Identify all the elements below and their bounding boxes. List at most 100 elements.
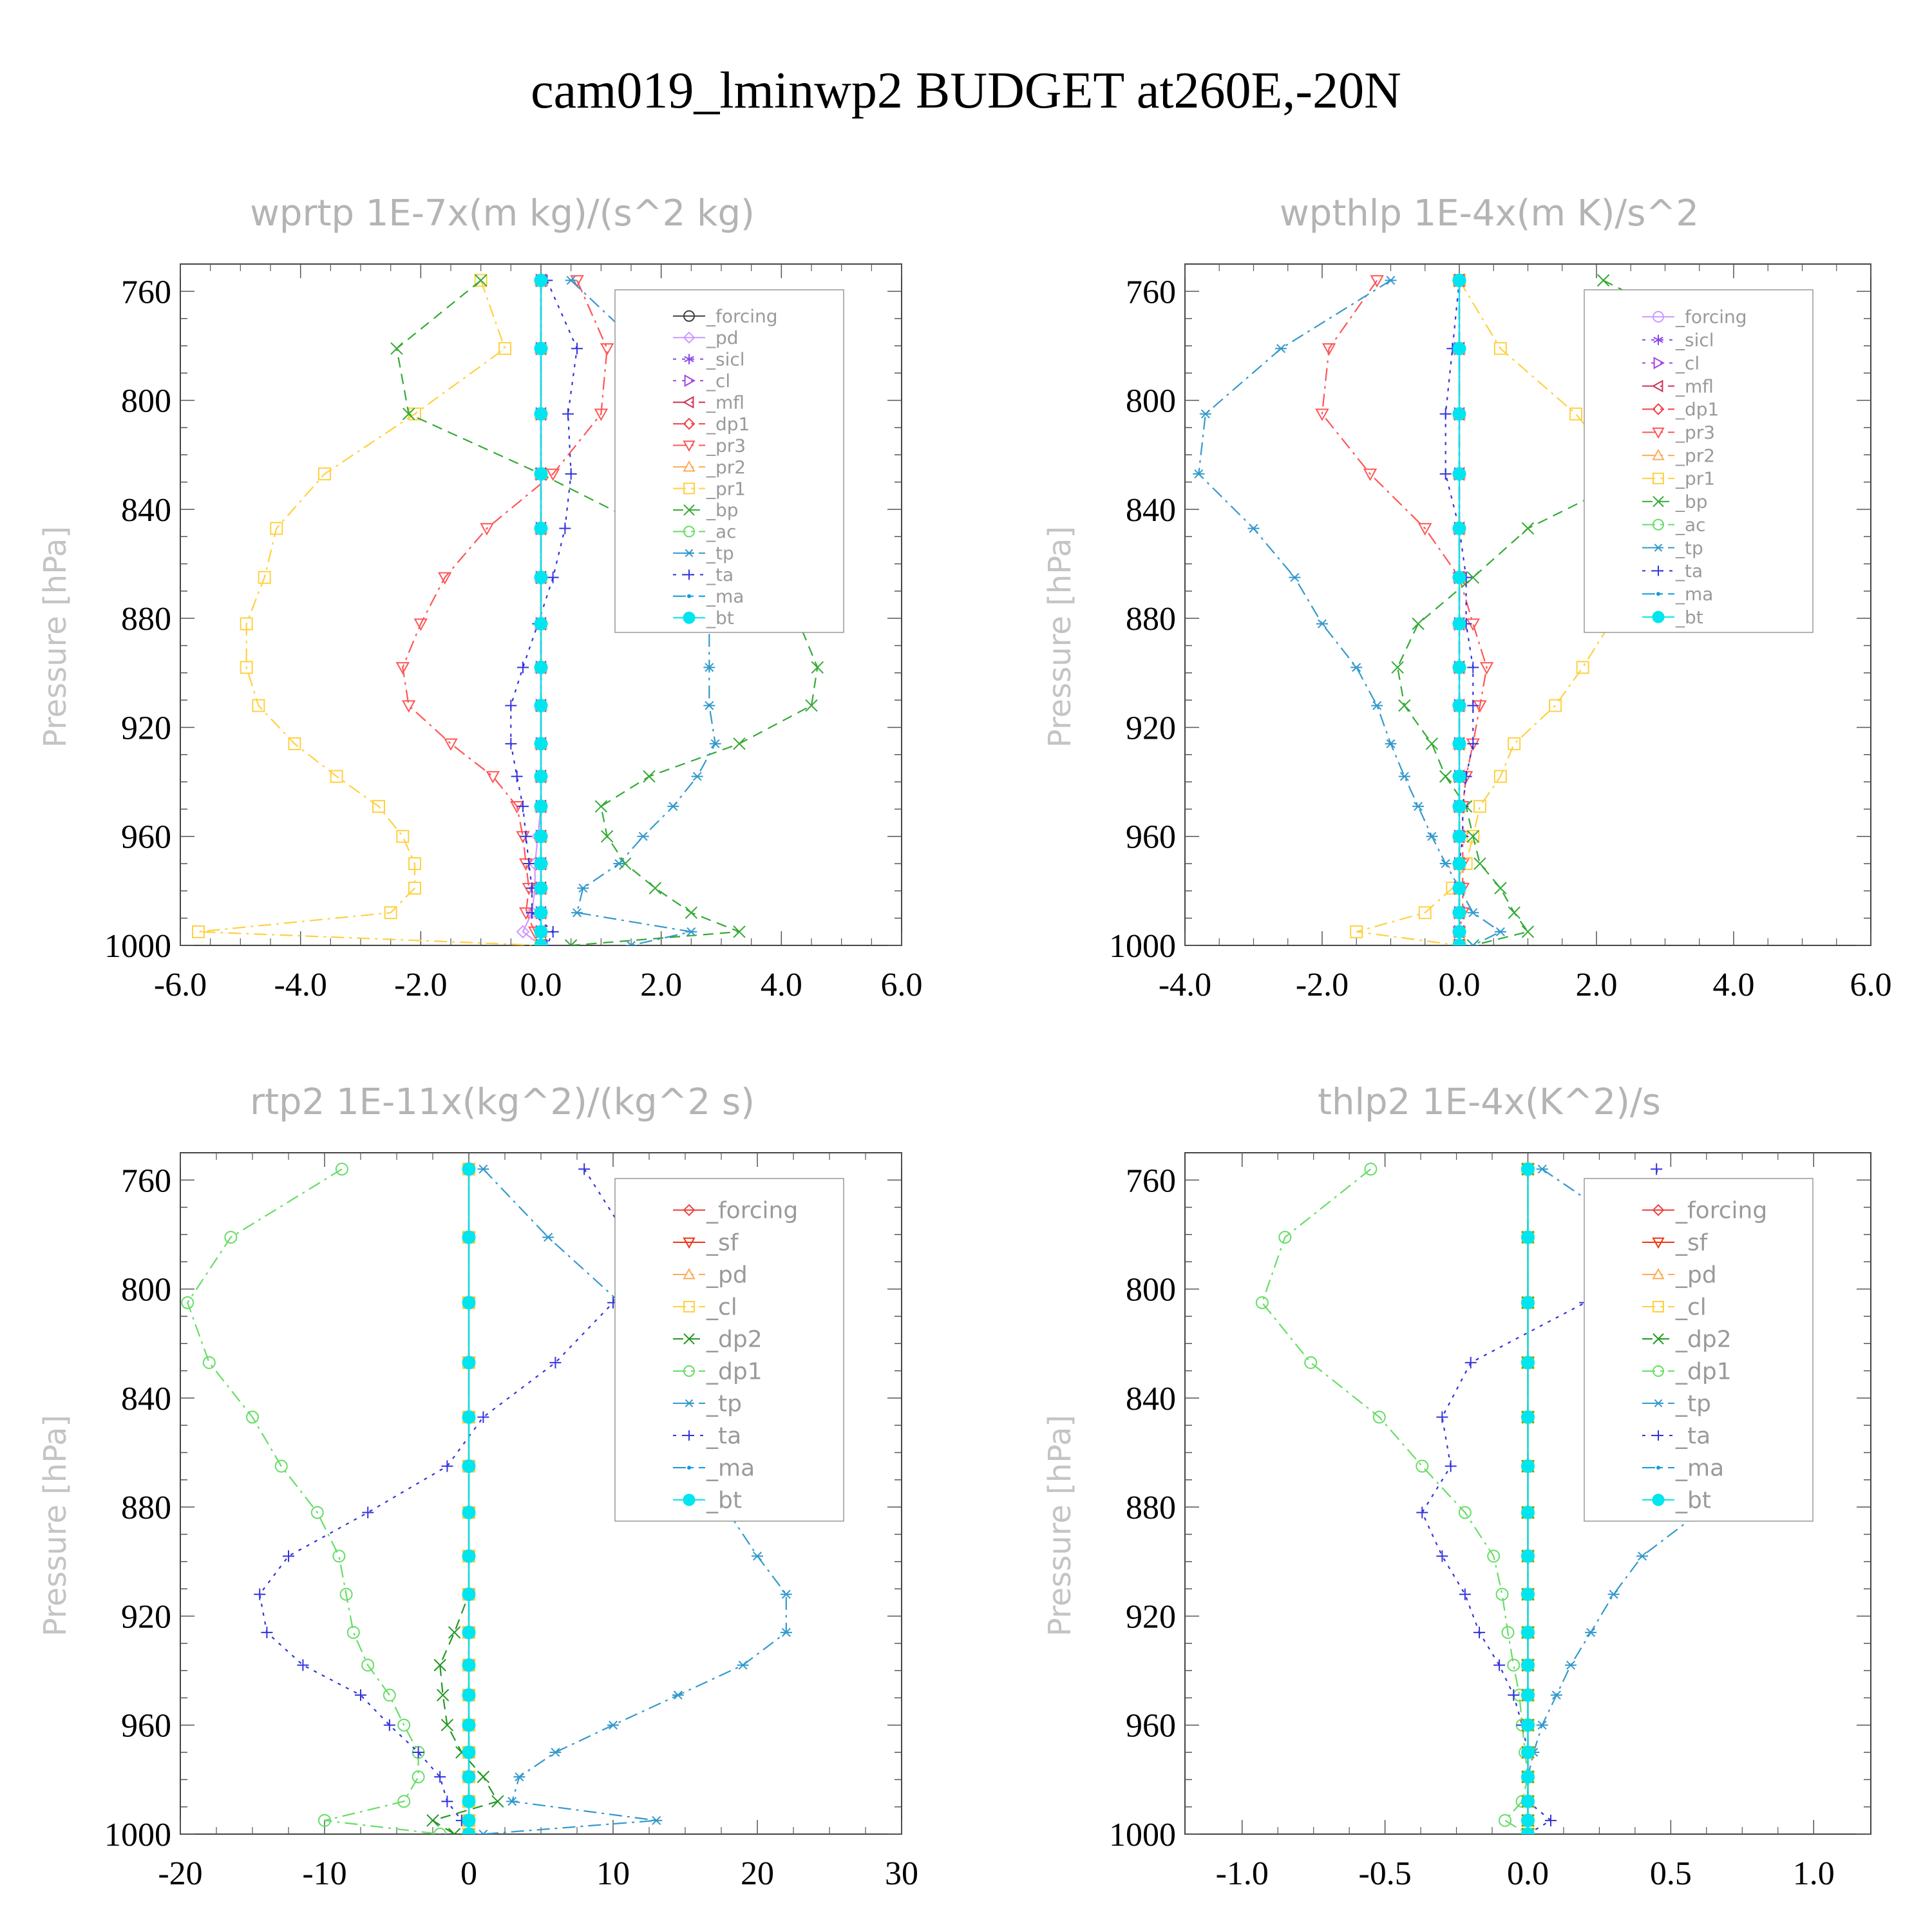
rtp2-point-ta [441, 1795, 453, 1808]
thlp2-x-tick-label: -1.0 [1216, 1855, 1269, 1892]
rtp2-point-ta [297, 1659, 309, 1671]
rtp2-point-dp1 [246, 1410, 259, 1424]
wprtp-point-pr3 [444, 738, 458, 751]
wpthlp-point-tp [1247, 524, 1260, 533]
rtp2-point-dp1 [339, 1587, 353, 1601]
legend-entry-ma: _ma [1642, 583, 1713, 605]
thlp2-y-tick-label: 960 [1126, 1708, 1176, 1745]
wprtp-series-pd [516, 273, 548, 945]
wprtp-x-tick-label: -2.0 [394, 967, 447, 1003]
wpthlp-point-bp [1508, 906, 1520, 919]
thlp2-point-dp1 [1255, 1296, 1269, 1309]
rtp2-point-dp1 [433, 1828, 447, 1834]
wpthlp-point-bp [1391, 661, 1404, 674]
thlp2-point-tp [1585, 1627, 1597, 1637]
thlp2-y-tick-label: 800 [1126, 1272, 1176, 1309]
thlp2-point-ta [1545, 1814, 1557, 1826]
legend-entry-tp: _tp [673, 1391, 742, 1417]
thlp2-point-dp1 [1499, 1814, 1511, 1827]
wpthlp-point-bt [1452, 905, 1466, 920]
wprtp-y-tick-label: 760 [121, 274, 171, 310]
legend-label-sicl: _sicl [706, 348, 745, 370]
wprtp-point-bp [564, 939, 578, 945]
wpthlp-point-bt [1452, 799, 1466, 813]
wprtp-point-bt [534, 617, 548, 631]
rtp2-x-tick-label: 0 [460, 1855, 477, 1892]
wpthlp-point-bp [1439, 770, 1452, 783]
wprtp-point-pr1 [270, 522, 283, 535]
rtp2-y-tick-label: 880 [121, 1490, 171, 1526]
wpthlp-point-bp [1473, 857, 1486, 870]
rtp2-point-bt [462, 1549, 476, 1563]
rtp2-series-line-tp [482, 1168, 787, 1834]
chart-svg-wpthlp: wpthlp 1E-4x(m K)/s^2 Pressure [hPa] 760 80… [1042, 193, 1892, 1003]
legend-entry-mfl: _mfl [673, 392, 744, 413]
rtp2-point-tp [780, 1627, 792, 1637]
wpthlp-point-pr1 [1350, 925, 1363, 938]
rtp2-point-tp [506, 1797, 518, 1806]
rtp2-point-dp2 [491, 1795, 504, 1808]
wprtp-series-line-pr3 [402, 279, 608, 945]
wprtp-point-bt [534, 407, 548, 421]
rtp2-y-tick-label: 960 [121, 1708, 171, 1745]
thlp2-series-bt [1521, 1162, 1535, 1834]
rtp2-x-tick-label: 30 [885, 1855, 918, 1892]
thlp2-point-bt [1521, 1658, 1535, 1672]
thlp2-x-tick-label: 0.0 [1507, 1855, 1549, 1892]
rtp2-point-tp [780, 1589, 792, 1599]
wpthlp-point-bt [1452, 617, 1466, 631]
thlp2-point-ta [1508, 1689, 1520, 1701]
wprtp-y-axis-label: Pressure [hPa] [37, 526, 73, 748]
wpthlp-y-tick-label: 840 [1126, 492, 1176, 529]
wpthlp-point-tp [1467, 908, 1479, 918]
thlp2-y-tick-label: 920 [1126, 1598, 1176, 1635]
rtp2-point-ta [434, 1771, 446, 1783]
legend-entry-tp: _tp [673, 543, 734, 564]
legend-entry-dp2: _dp2 [1642, 1327, 1732, 1353]
wprtp-point-pr1 [240, 661, 253, 674]
legend-entry-dp2: _dp2 [673, 1327, 762, 1353]
legend-entry-dp1: _dp1 [673, 1359, 762, 1385]
wprtp-point-ta [523, 858, 535, 870]
rtp2-point-ta [254, 1588, 266, 1600]
wprtp-point-pr1 [498, 342, 511, 355]
thlp2-point-bt [1521, 1745, 1535, 1759]
legend-label-tp: _tp [706, 543, 734, 564]
chart-svg-rtp2: rtp2 1E-11x(kg^2)/(kg^2 s) Pressure [hPa]… [37, 1081, 918, 1892]
thlp2-series-line-dp1 [1261, 1168, 1529, 1834]
rtp2-point-ta [283, 1550, 294, 1562]
legend-entry-forcing: _forcing [673, 306, 778, 327]
legend-label-tp: _tp [706, 1391, 742, 1417]
wprtp-point-bt [534, 829, 548, 844]
wpthlp-point-tp [1385, 276, 1397, 285]
thlp2-point-ta [1464, 1356, 1477, 1368]
wprtp-point-tp [685, 927, 697, 936]
legend-label-tp: _tp [1675, 537, 1703, 558]
wprtp-point-pr1 [408, 882, 421, 895]
wprtp-point-bt [534, 737, 548, 751]
legend-label-bt: _bt [1675, 607, 1703, 628]
rtp2-point-ta [383, 1719, 395, 1731]
legend-entry-cl: _cl [673, 1294, 737, 1321]
wprtp-point-pr1 [408, 857, 421, 871]
thlp2-point-bt [1521, 1718, 1535, 1732]
wprtp-point-pr1 [252, 699, 265, 712]
wpthlp-point-tp [1275, 344, 1287, 354]
rtp2-point-dp1 [346, 1625, 360, 1639]
wprtp-point-bt [534, 273, 548, 287]
legend-label-sf: _sf [706, 1230, 739, 1256]
wprtp-panel-title: wprtp 1E-7x(m kg)/(s^2 kg) [250, 193, 755, 234]
legend-label-pr1: _pr1 [706, 478, 746, 499]
wprtp-y-tick-label: 960 [121, 819, 171, 856]
page-title: cam019_lminwp2 BUDGET at260E,-20N [531, 62, 1401, 119]
wpthlp-y-tick-label: 800 [1126, 383, 1176, 420]
wprtp-point-bt [534, 799, 548, 813]
thlp2-legend: _forcing _sf _pd _cl _dp2 _dp1 _tp _ta _ma _bt [1584, 1178, 1814, 1522]
legend-label-ta: _ta [706, 564, 734, 585]
rtp2-x-tick-label: 20 [741, 1855, 774, 1892]
legend-label-ma: _ma [706, 586, 744, 607]
thlp2-point-bt [1521, 1356, 1535, 1370]
wpthlp-point-pr1 [1549, 699, 1562, 712]
legend-label-ac: _ac [1675, 514, 1706, 535]
wprtp-y-tick-label: 800 [121, 383, 171, 420]
